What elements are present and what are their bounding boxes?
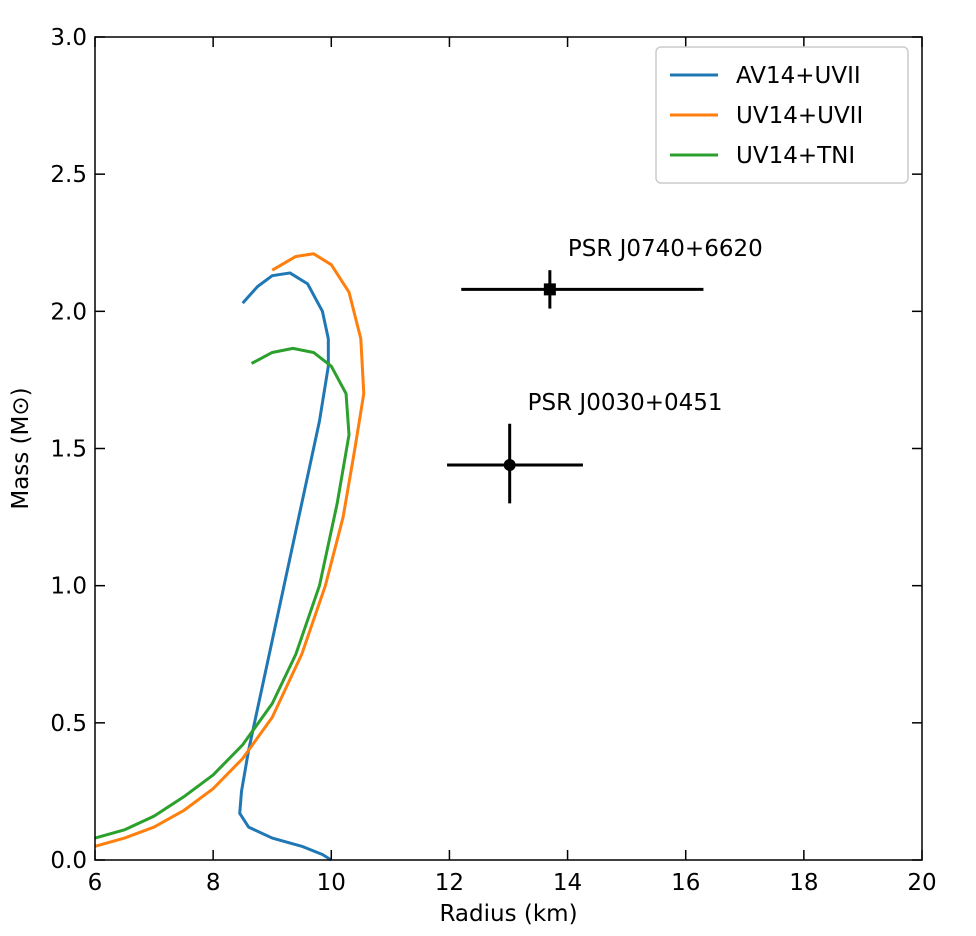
legend-label-3: UV14+TNI (736, 143, 855, 169)
x-axis-label: Radius (km) (439, 901, 577, 927)
series-line-2 (94, 252, 366, 848)
y-tick-label: 2.0 (50, 299, 87, 325)
data-point-circle (503, 458, 516, 471)
x-tick-label: 20 (907, 870, 936, 896)
data-point-square (543, 283, 556, 296)
y-tick-label: 3.0 (50, 25, 87, 51)
axes: 6 8 10 12 14 16 18 20 0.0 0.5 1.0 1.5 2.0 2.5 3.0 (50, 25, 936, 896)
x-tick-label: 10 (317, 870, 346, 896)
legend-box (655, 46, 909, 184)
x-tick-label: 6 (88, 870, 103, 896)
measurement-2: PSR J0030+0451 (447, 390, 723, 504)
series-line-3 (94, 346, 351, 840)
legend-label-2: UV14+UVII (736, 103, 863, 129)
pulsar-measurements: PSR J0740+6620 PSR J0030+0451 (447, 236, 763, 504)
y-tick-label: 1.5 (50, 437, 87, 463)
x-tick-label: 14 (553, 870, 582, 896)
eos-curves (94, 252, 366, 862)
y-tick-label: 0.5 (50, 711, 87, 737)
measurement-1: PSR J0740+6620 (461, 236, 763, 309)
measurement-label: PSR J0740+6620 (568, 236, 763, 262)
legend-label-1: AV14+UVII (736, 63, 861, 89)
y-tick-label: 0.0 (50, 848, 87, 874)
y-tick-label: 1.0 (50, 574, 87, 600)
y-axis-label: Mass (M⊙) (8, 387, 34, 509)
measurement-label: PSR J0030+0451 (528, 390, 723, 416)
x-tick-label: 12 (435, 870, 464, 896)
x-tick-label: 18 (789, 870, 818, 896)
legend: AV14+UVII UV14+UVII UV14+TNI (655, 46, 909, 184)
series-line-1 (238, 271, 333, 862)
x-tick-label: 8 (206, 870, 221, 896)
x-tick-label: 16 (671, 870, 700, 896)
y-tick-label: 2.5 (50, 162, 87, 188)
